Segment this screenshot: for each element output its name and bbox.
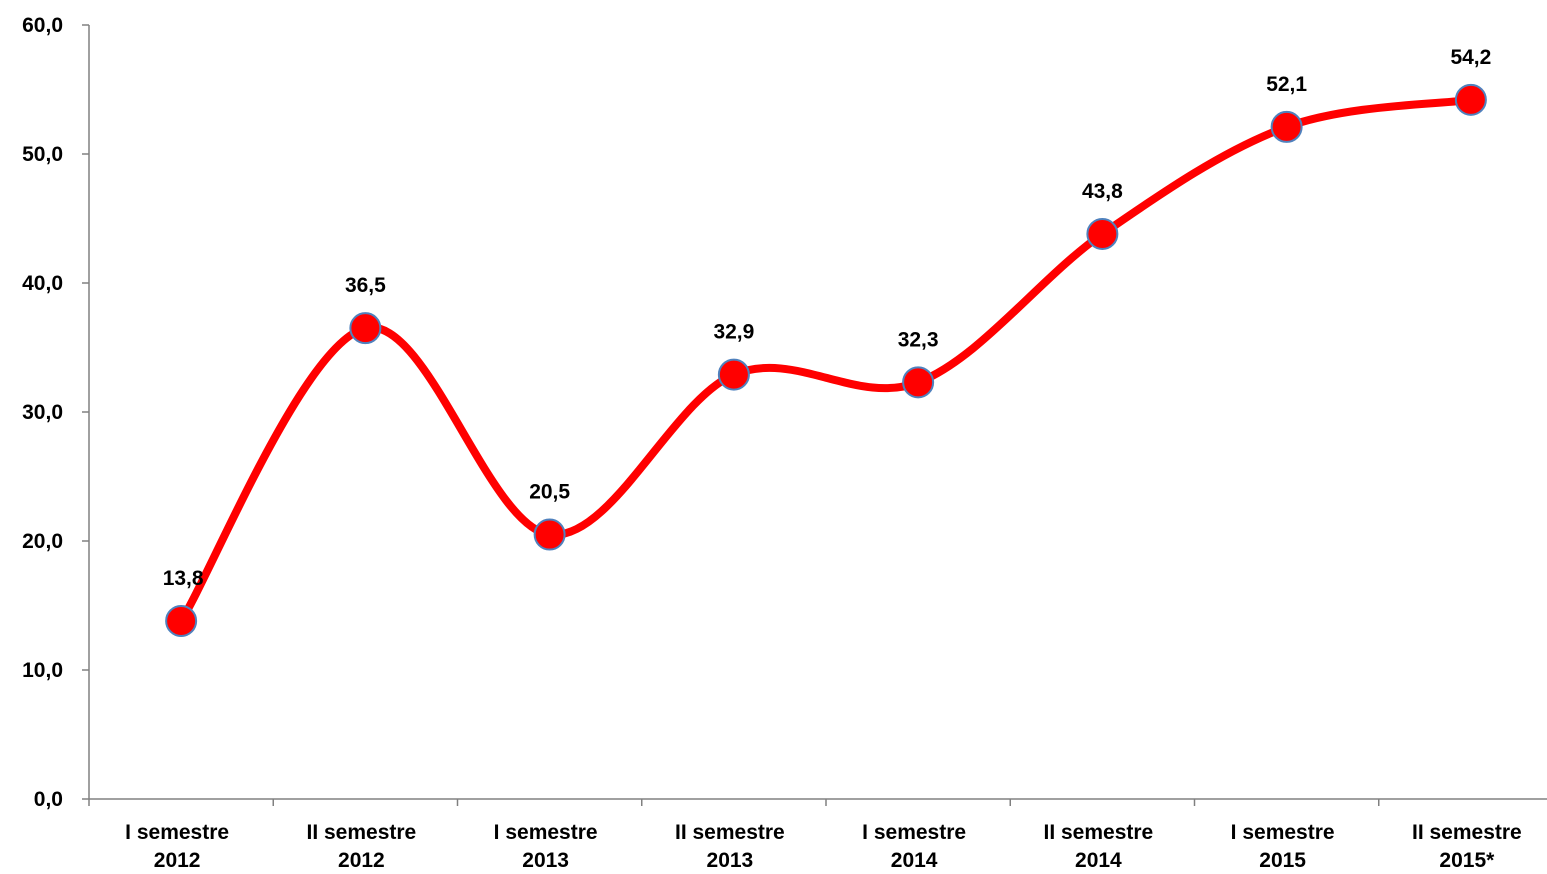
- data-point: [165, 604, 198, 637]
- x-tick-label-line: 2015: [1259, 849, 1306, 872]
- data-point: [1270, 110, 1303, 143]
- x-tick-label: II semestre 2014: [1044, 821, 1154, 872]
- data-label: 32,3: [898, 328, 939, 351]
- x-tick-label-line: 2014: [1075, 849, 1122, 872]
- y-tick-label: 10,0: [22, 659, 63, 682]
- x-tick-label-line: 2012: [154, 849, 201, 872]
- x-tick-label-line: I semestre: [1231, 821, 1335, 844]
- y-tick-label: 60,0: [22, 14, 63, 37]
- x-tick-label-line: II semestre: [307, 821, 417, 844]
- x-tick-label: II semestre 2012: [307, 821, 417, 872]
- data-label: 54,2: [1450, 46, 1491, 69]
- x-tick-label: I semestre 2012: [125, 821, 229, 872]
- y-tick-label: 30,0: [22, 401, 63, 424]
- series-line-path: [177, 95, 1475, 625]
- data-point: [1086, 217, 1119, 250]
- data-point: [1454, 83, 1487, 116]
- x-tick-label-line: II semestre: [1412, 821, 1522, 844]
- x-axis: I semestre 2012 II semestre 2012 I semestre 2…: [88, 798, 1547, 872]
- x-tick-label: II semestre 2015*: [1412, 821, 1522, 872]
- data-point: [717, 358, 750, 391]
- data-label: 32,9: [713, 321, 754, 344]
- data-label: 43,8: [1082, 180, 1123, 203]
- x-tick-label-line: 2013: [522, 849, 569, 872]
- data-label: 13,8: [163, 567, 204, 590]
- data-labels: 13,8 36,5 20,5 32,9 32,3 43,8 52,1 54,2: [163, 46, 1492, 590]
- data-label: 36,5: [345, 274, 386, 297]
- y-tick-label: 50,0: [22, 143, 63, 166]
- x-tick-label-line: II semestre: [1044, 821, 1154, 844]
- x-tick-label: I semestre 2014: [862, 821, 966, 872]
- data-label: 20,5: [529, 481, 570, 504]
- y-tick-label: 0,0: [34, 788, 63, 811]
- x-tick-label-line: I semestre: [125, 821, 229, 844]
- x-tick-label-line: 2015*: [1439, 849, 1495, 872]
- data-label: 52,1: [1266, 73, 1307, 96]
- y-tick-label: 40,0: [22, 272, 63, 295]
- data-point: [533, 518, 566, 551]
- y-tick-label: 20,0: [22, 530, 63, 553]
- y-axis: 0,0 10,0 20,0 30,0 40,0 50,0 60,0: [22, 14, 90, 811]
- x-tick-label: I semestre 2015: [1231, 821, 1335, 872]
- x-tick-label-line: I semestre: [862, 821, 966, 844]
- data-point: [349, 312, 382, 345]
- x-tick-label-line: I semestre: [494, 821, 598, 844]
- x-tick-label: I semestre 2013: [494, 821, 598, 872]
- x-tick-label-line: 2012: [338, 849, 385, 872]
- x-tick-label-line: 2014: [891, 849, 938, 872]
- x-tick-label-line: II semestre: [675, 821, 785, 844]
- series-markers: [165, 83, 1487, 637]
- x-tick-label-line: 2013: [707, 849, 754, 872]
- data-point: [902, 366, 935, 399]
- x-tick-label: II semestre 2013: [675, 821, 785, 872]
- series-line: [177, 95, 1475, 625]
